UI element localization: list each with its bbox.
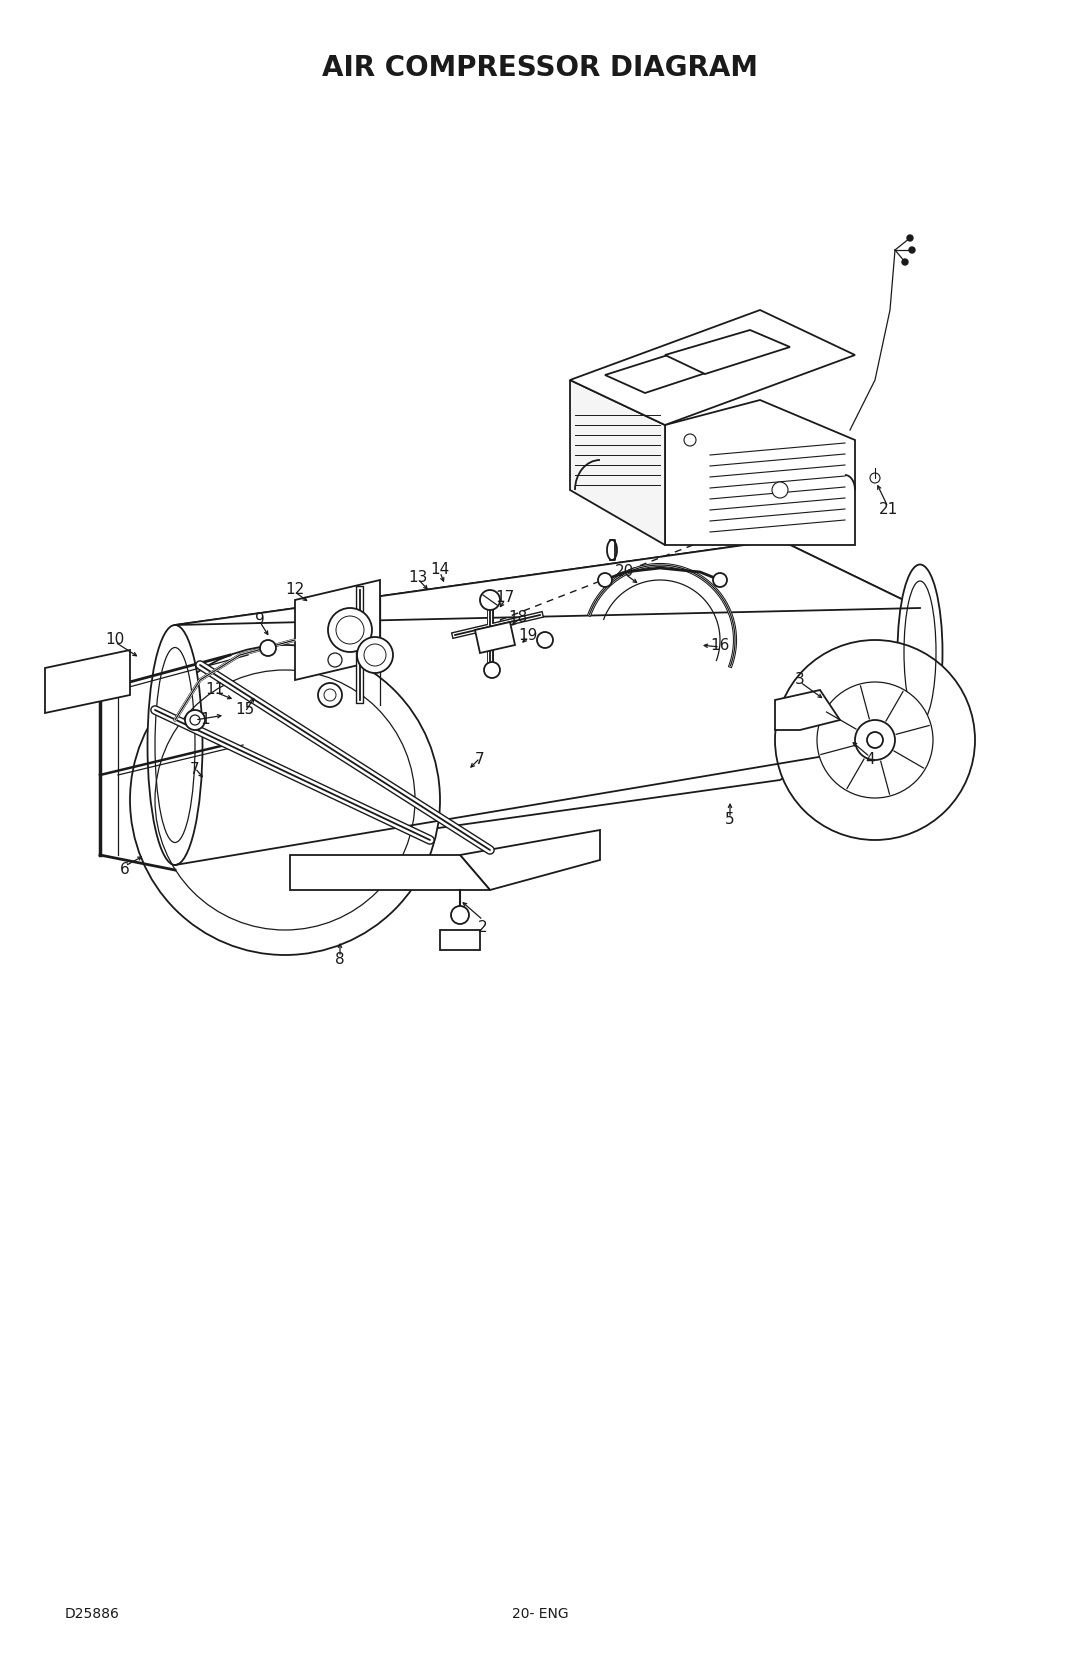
Circle shape — [130, 644, 440, 955]
Text: AIR COMPRESSOR DIAGRAM: AIR COMPRESSOR DIAGRAM — [322, 53, 758, 82]
Polygon shape — [605, 349, 730, 392]
Polygon shape — [460, 829, 600, 890]
Circle shape — [870, 472, 880, 482]
Text: 19: 19 — [518, 628, 538, 643]
Text: 9: 9 — [255, 613, 265, 628]
Text: 17: 17 — [496, 591, 515, 606]
Circle shape — [598, 572, 612, 587]
Polygon shape — [665, 330, 789, 374]
Text: D25886: D25886 — [65, 1607, 120, 1621]
Polygon shape — [570, 310, 855, 426]
Text: 12: 12 — [285, 582, 305, 598]
Text: 5: 5 — [725, 813, 734, 828]
Ellipse shape — [148, 624, 203, 865]
Circle shape — [684, 434, 696, 446]
Text: 21: 21 — [878, 502, 897, 517]
Polygon shape — [175, 541, 920, 865]
Text: 3: 3 — [795, 673, 805, 688]
Circle shape — [713, 572, 727, 587]
Text: 18: 18 — [509, 609, 528, 624]
Text: 20: 20 — [616, 564, 635, 579]
Text: 16: 16 — [711, 638, 730, 653]
Circle shape — [357, 638, 393, 673]
Polygon shape — [570, 381, 665, 546]
Circle shape — [772, 482, 788, 497]
Polygon shape — [475, 623, 515, 653]
Text: 7: 7 — [190, 763, 200, 778]
Circle shape — [816, 683, 933, 798]
Circle shape — [328, 608, 372, 653]
Text: 13: 13 — [408, 569, 428, 584]
Polygon shape — [775, 689, 840, 729]
Circle shape — [260, 639, 276, 656]
Ellipse shape — [897, 564, 943, 739]
Polygon shape — [45, 649, 130, 713]
Text: 6: 6 — [120, 863, 130, 878]
Circle shape — [328, 653, 342, 668]
Circle shape — [185, 709, 205, 729]
Text: 20- ENG: 20- ENG — [512, 1607, 568, 1621]
Circle shape — [484, 663, 500, 678]
Text: 11: 11 — [205, 683, 225, 698]
Polygon shape — [175, 541, 920, 624]
Circle shape — [318, 683, 342, 708]
Text: 10: 10 — [106, 633, 124, 648]
Text: 1: 1 — [200, 713, 210, 728]
Circle shape — [855, 719, 895, 759]
Circle shape — [480, 591, 500, 609]
Circle shape — [190, 714, 200, 724]
Circle shape — [775, 639, 975, 840]
Polygon shape — [295, 581, 380, 679]
Polygon shape — [291, 855, 490, 890]
Text: 8: 8 — [335, 953, 345, 968]
Text: 2: 2 — [478, 920, 488, 935]
Text: 15: 15 — [235, 703, 255, 718]
Polygon shape — [175, 608, 920, 865]
Circle shape — [909, 247, 915, 254]
Circle shape — [902, 259, 908, 265]
Polygon shape — [665, 401, 855, 546]
Text: 14: 14 — [430, 562, 449, 577]
Text: 7: 7 — [475, 753, 485, 768]
Circle shape — [537, 633, 553, 648]
Circle shape — [907, 235, 913, 240]
Circle shape — [451, 906, 469, 925]
Polygon shape — [440, 930, 480, 950]
Text: 4: 4 — [865, 753, 875, 768]
Circle shape — [867, 733, 883, 748]
